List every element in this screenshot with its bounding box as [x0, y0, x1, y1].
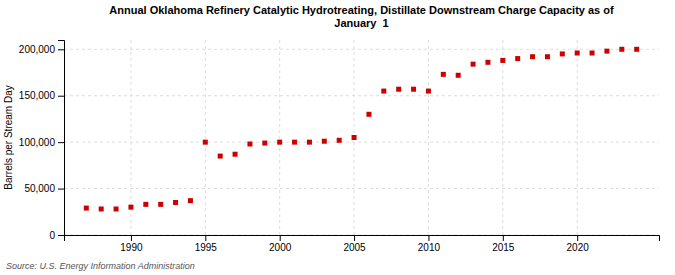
point	[307, 140, 312, 145]
x-tick-label: 1990	[120, 242, 143, 253]
point	[84, 206, 89, 211]
point	[411, 87, 416, 92]
grid-line-y	[64, 142, 659, 143]
point	[188, 198, 193, 203]
point	[277, 140, 282, 145]
x-tick-mark	[205, 235, 206, 241]
y-tick: 100,000	[19, 137, 64, 148]
x-tick-mark	[428, 235, 429, 241]
title: Annual Oklahoma Refinery Catalytic Hydro…	[109, 4, 614, 29]
y-tick-label: 200,000	[19, 44, 56, 55]
x-tick: 2005	[343, 235, 366, 253]
x-tick-label: 2000	[269, 242, 292, 253]
point	[396, 87, 401, 92]
y-tick-mark	[58, 96, 64, 97]
x-tick-label: 2010	[418, 242, 441, 253]
y-axis-line	[58, 41, 65, 236]
point	[352, 135, 357, 140]
grid-line-y	[64, 188, 659, 189]
x-tick: 1990	[120, 235, 143, 253]
point	[233, 152, 238, 157]
point	[471, 62, 476, 67]
y-tick-mark	[58, 142, 64, 143]
point	[114, 207, 119, 212]
grid	[64, 40, 659, 235]
point	[247, 142, 252, 147]
point	[604, 49, 609, 54]
point	[218, 154, 223, 159]
point	[262, 141, 267, 146]
point	[500, 58, 505, 63]
point	[143, 202, 148, 207]
point	[426, 89, 431, 94]
x-tick-label: 2020	[567, 242, 590, 253]
y-tick: 150,000	[19, 90, 64, 101]
y-tick-label: 150,000	[19, 90, 56, 101]
title-line: Annual Oklahoma Refinery Catalytic Hydro…	[109, 4, 614, 16]
point	[128, 205, 133, 210]
x-tick-mark	[131, 235, 132, 241]
x-tick: 2000	[269, 235, 292, 253]
point	[515, 56, 520, 61]
point	[560, 51, 565, 56]
point	[366, 112, 371, 117]
point	[619, 47, 624, 52]
chart: 1990 1995 2000 2005 2010 2015 2020 0 50,000 100,0…	[0, 0, 675, 275]
grid-line-x	[577, 40, 578, 235]
annotation: Source: U.S. Energy Information Administ…	[6, 261, 195, 271]
point	[456, 73, 461, 78]
point	[441, 72, 446, 77]
y-tick: 0	[49, 230, 64, 241]
point	[158, 202, 163, 207]
point	[530, 54, 535, 59]
x-axis: 1990 1995 2000 2005 2010 2015 2020	[65, 235, 660, 253]
grid-line-x	[279, 40, 280, 235]
y-tick: 200,000	[19, 44, 64, 55]
x-tick-label: 2015	[492, 242, 515, 253]
x-tick-label: 2005	[343, 242, 366, 253]
y-tick-mark	[58, 235, 64, 236]
grid-line-x	[205, 40, 206, 235]
x-tick: 2020	[567, 235, 590, 253]
x-tick-label: 1995	[195, 242, 218, 253]
point	[485, 60, 490, 65]
x-tick-mark	[354, 235, 355, 241]
x-tick-mark	[280, 235, 281, 241]
y-axis-title: Barrels per Stream Day	[3, 85, 14, 189]
x-tick-mark	[577, 235, 578, 241]
y-tick-label: 0	[49, 230, 55, 241]
point	[381, 89, 386, 94]
y-tick-label: 50,000	[24, 183, 55, 194]
title-line: January 1	[334, 17, 388, 29]
grid-line-y	[64, 95, 659, 96]
grid-line-x	[428, 40, 429, 235]
point	[173, 200, 178, 205]
plot-area: 1990 1995 2000 2005 2010 2015 2020 0 50,000 100,0…	[19, 40, 660, 253]
point	[337, 138, 342, 143]
x-tick: 2015	[492, 235, 515, 253]
point	[322, 139, 327, 144]
grid-line-y	[64, 49, 659, 50]
point	[590, 51, 595, 56]
marks	[84, 47, 639, 212]
x-tick: 1995	[195, 235, 218, 253]
grid-line-x	[502, 40, 503, 235]
x-tick-mark	[503, 235, 504, 241]
point	[545, 54, 550, 59]
y-tick-mark	[58, 189, 64, 190]
point	[575, 51, 580, 56]
y-tick-mark	[58, 49, 64, 50]
point	[634, 47, 639, 52]
point	[203, 140, 208, 145]
point	[292, 140, 297, 145]
x-axis-line	[65, 236, 660, 242]
y-axis: 0 50,000 100,000 150,000 200,000	[19, 41, 65, 241]
point	[99, 207, 104, 212]
x-tick: 2010	[418, 235, 441, 253]
y-tick: 50,000	[24, 183, 64, 194]
y-tick-label: 100,000	[19, 137, 56, 148]
